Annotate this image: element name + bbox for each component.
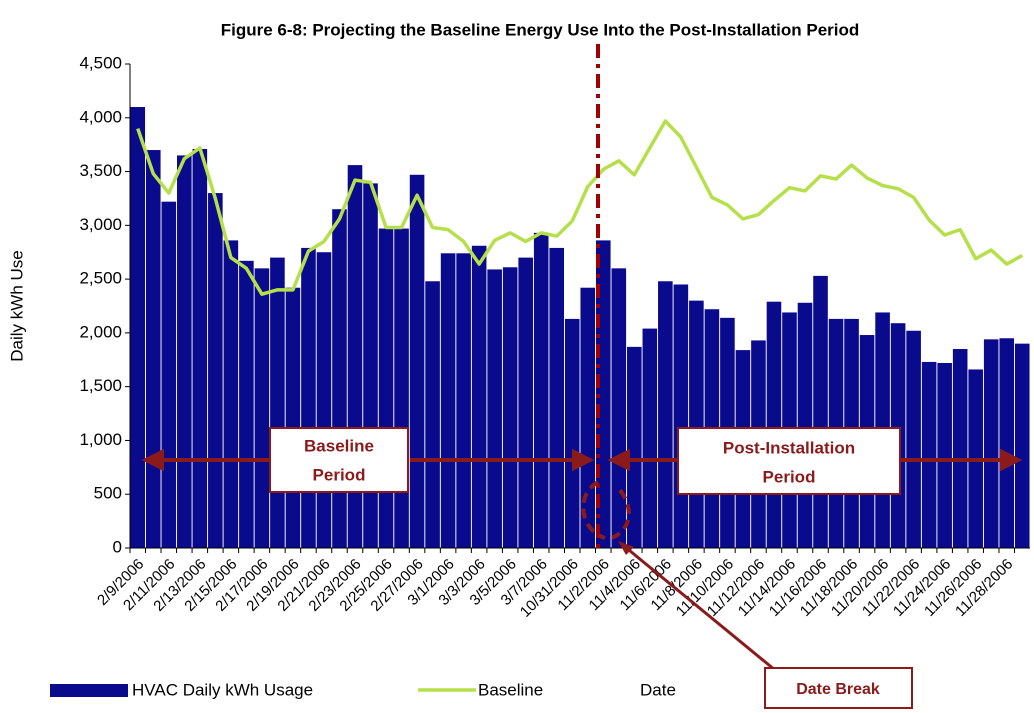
bar bbox=[797, 302, 813, 548]
annotation: Post-Installation bbox=[723, 438, 855, 457]
post-box bbox=[677, 427, 901, 495]
bar bbox=[440, 253, 456, 548]
chart-title: Figure 6-8: Projecting the Baseline Ener… bbox=[221, 20, 860, 39]
bar bbox=[130, 107, 146, 549]
date-break-box bbox=[764, 667, 913, 709]
bar bbox=[487, 269, 502, 548]
bar bbox=[285, 287, 301, 548]
y-tick-label: 500 bbox=[94, 484, 122, 503]
bar bbox=[363, 183, 378, 549]
bar bbox=[394, 228, 409, 548]
bar bbox=[627, 346, 642, 548]
bar bbox=[642, 328, 658, 548]
bar bbox=[332, 209, 347, 548]
legend-label: HVAC Daily kWh Usage bbox=[132, 680, 313, 699]
bar bbox=[192, 148, 208, 549]
bar bbox=[223, 240, 239, 548]
bar bbox=[689, 300, 704, 548]
bar bbox=[456, 253, 471, 548]
bar bbox=[999, 338, 1015, 548]
bar bbox=[301, 247, 316, 549]
bar bbox=[937, 363, 952, 548]
y-axis-label: Daily kWh Use bbox=[7, 250, 26, 361]
annotation: Period bbox=[763, 467, 816, 486]
x-axis-label: Date bbox=[640, 680, 676, 699]
bar bbox=[564, 318, 580, 548]
date-break-arrow bbox=[623, 544, 776, 672]
bar bbox=[409, 174, 425, 548]
bar bbox=[270, 257, 285, 548]
annotations: Baseline Period Post-Installation Period… bbox=[141, 44, 1023, 709]
bar bbox=[378, 228, 394, 548]
bar bbox=[254, 268, 270, 548]
bar bbox=[952, 349, 968, 548]
annotation: Date Break bbox=[796, 681, 880, 698]
y-tick-label: 0 bbox=[113, 537, 122, 556]
bar bbox=[239, 260, 254, 548]
date-break-arrowhead bbox=[618, 541, 634, 555]
period-arrows bbox=[141, 448, 1023, 472]
y-tick-label: 2,500 bbox=[79, 269, 122, 288]
bar bbox=[673, 284, 689, 548]
y-tick-label: 4,500 bbox=[79, 53, 122, 72]
annotation: Period bbox=[313, 465, 366, 484]
bar bbox=[766, 301, 782, 548]
y-tick-label: 3,000 bbox=[79, 215, 122, 234]
bar bbox=[145, 150, 161, 549]
y-tick-label: 4,000 bbox=[79, 107, 122, 126]
bar bbox=[425, 281, 440, 548]
break-curve bbox=[581, 480, 631, 540]
bar bbox=[533, 232, 549, 548]
bar bbox=[208, 193, 223, 549]
legend: HVAC Daily kWh Usage Baseline bbox=[50, 680, 543, 699]
bar bbox=[983, 339, 999, 548]
y-tick-label: 1,000 bbox=[79, 430, 122, 449]
bar bbox=[549, 247, 565, 549]
bar bbox=[177, 155, 192, 548]
bar bbox=[813, 275, 828, 548]
legend-swatch bbox=[50, 684, 128, 697]
y-tick-label: 2,000 bbox=[79, 322, 122, 341]
bar bbox=[161, 201, 177, 548]
bar bbox=[611, 268, 627, 548]
baseline-box bbox=[269, 427, 409, 493]
bar bbox=[580, 287, 596, 548]
bar bbox=[658, 281, 673, 548]
plot-area: 0 500 1,000 1,500 2,000 2,500 3,000 3,500 4,000 4… bbox=[79, 53, 1030, 621]
bar bbox=[518, 257, 533, 548]
annotation: Baseline bbox=[304, 436, 374, 455]
bar bbox=[906, 330, 921, 548]
bar bbox=[316, 252, 332, 548]
y-tick-label: 3,500 bbox=[79, 161, 122, 180]
bar bbox=[471, 245, 487, 548]
bar bbox=[502, 267, 518, 548]
bar bbox=[921, 361, 937, 548]
legend-label: Baseline bbox=[478, 680, 543, 699]
y-tick-label: 1,500 bbox=[79, 376, 122, 395]
bar bbox=[1014, 343, 1030, 548]
line bbox=[136, 119, 1024, 296]
